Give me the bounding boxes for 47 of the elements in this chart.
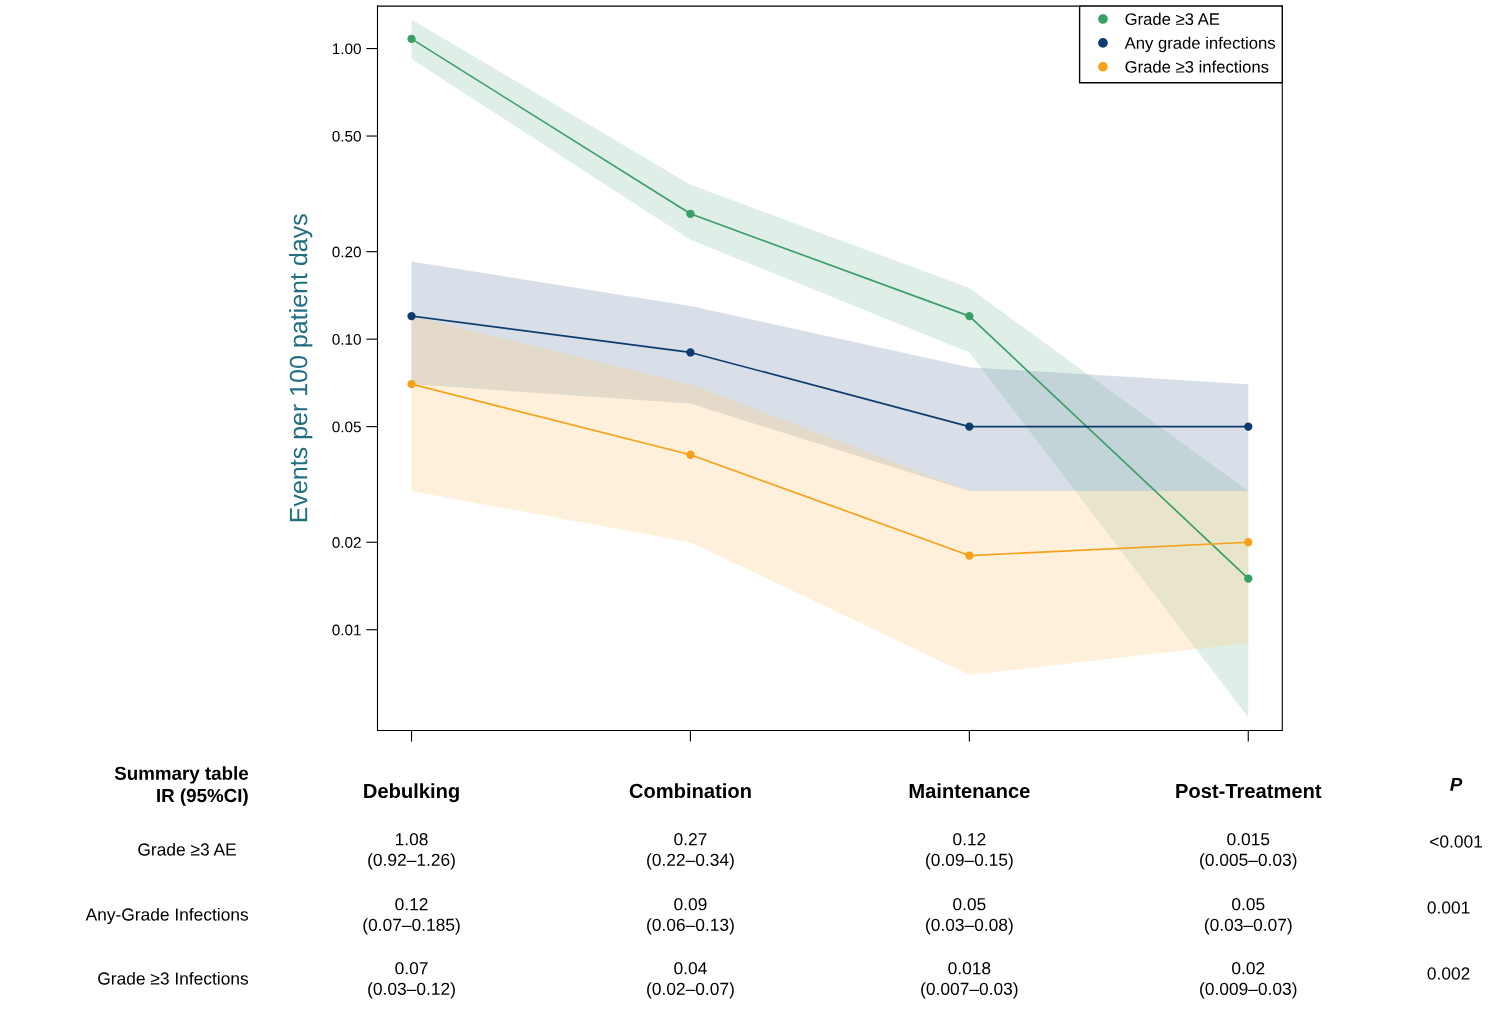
point	[965, 422, 974, 431]
y-tick-label: 0.10	[332, 334, 361, 345]
data-label: 0.12 (0.07–0.185)	[363, 898, 460, 935]
point	[407, 379, 416, 389]
data-label: 0.27 (0.22–0.34)	[647, 833, 734, 870]
point	[965, 311, 974, 321]
data-label: 0.05 (0.03–0.08)	[926, 898, 1013, 935]
point	[686, 450, 695, 459]
point	[1244, 422, 1253, 431]
legend-label: Any grade infections	[1124, 36, 1276, 53]
text: Grade ≥3 Infections	[98, 971, 249, 985]
x-tick-label: Combination	[629, 783, 751, 799]
point	[1244, 574, 1253, 583]
point	[407, 34, 416, 44]
data-label: 0.018 (0.007–0.03)	[921, 962, 1018, 999]
data-label: 0.12 (0.09–0.15)	[926, 833, 1013, 870]
y-tick-label: 0.20	[332, 246, 361, 258]
data-label: 0.04 (0.02–0.07)	[647, 962, 734, 999]
text: Any-Grade Infections	[85, 907, 249, 925]
data-label: 0.07 (0.03–0.12)	[368, 962, 455, 999]
text: <0.001	[1430, 835, 1482, 848]
text: 0.002	[1427, 967, 1470, 980]
text: Summary table IR (95%CI)	[114, 766, 249, 806]
point	[686, 209, 695, 218]
legend-label: Grade ≥3 infections	[1125, 60, 1269, 73]
y-tick-label: 0.50	[332, 130, 361, 142]
data-label: 0.05 (0.03–0.07)	[1204, 898, 1292, 935]
point	[407, 311, 416, 321]
y-tick-label: 0.01	[332, 624, 361, 636]
text: P	[1450, 777, 1463, 791]
point	[686, 348, 695, 357]
x-tick-label: Post-Treatment	[1176, 784, 1322, 799]
y-axis-title: Events per 100 patient days	[289, 214, 313, 522]
point	[1244, 538, 1253, 547]
data-label: 0.02 (0.009–0.03)	[1200, 962, 1297, 999]
legend-label: Grade ≥3 AE	[1125, 12, 1220, 25]
data-label: 0.09 (0.06–0.13)	[647, 898, 734, 935]
y-tick-label: 0.02	[332, 537, 361, 548]
data-label: 1.08 (0.92–1.26)	[368, 833, 455, 870]
text: 0.001	[1427, 901, 1470, 914]
point	[965, 551, 974, 560]
x-tick-label: Maintenance	[909, 783, 1030, 799]
data-label: 0.015 (0.005–0.03)	[1200, 833, 1297, 870]
y-tick-label: 1.00	[332, 43, 361, 55]
y-tick-label: 0.05	[332, 421, 361, 433]
text: Grade ≥3 AE	[138, 842, 236, 856]
x-tick-label: Debulking	[364, 783, 459, 803]
